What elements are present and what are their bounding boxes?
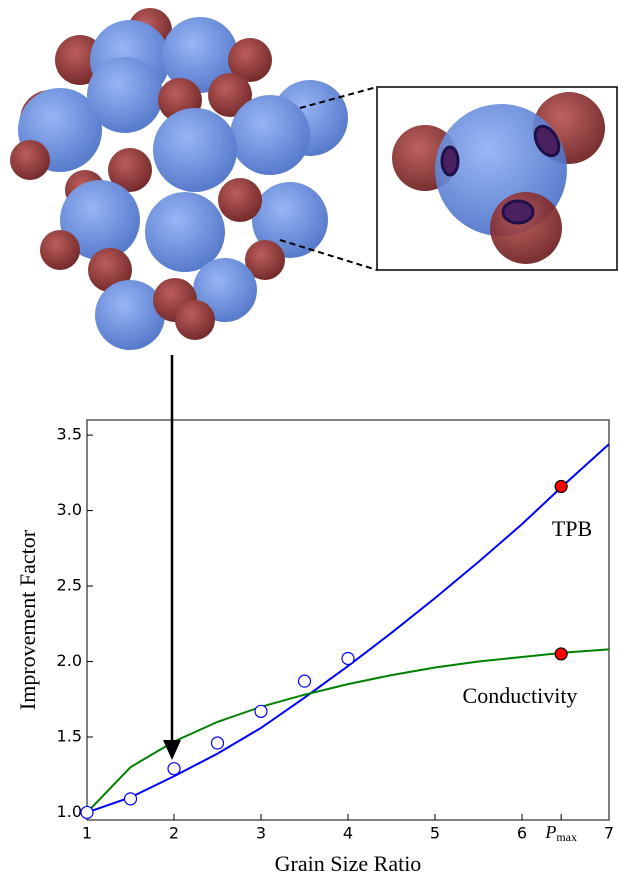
- data-point: [80, 805, 94, 820]
- series-label: TPB: [552, 516, 592, 541]
- series-line: [86, 443, 610, 814]
- y-tick-label: 3.5: [57, 425, 82, 444]
- plot: 1.0 1.5 2.0 2.5 3.0 3.5 1 2 3 4 5 6 Pmax 7 Grain Size …: [15, 419, 614, 876]
- particle-illustration: [10, 8, 348, 350]
- y-tick-label: 2.5: [57, 576, 82, 595]
- data-point: [554, 647, 568, 661]
- x-axis-label: Grain Size Ratio: [275, 851, 422, 876]
- x-tick-label: 6: [517, 824, 527, 843]
- x-tick-label: 7: [604, 824, 614, 843]
- x-tick-label: 3: [256, 824, 266, 843]
- y-axis-label: Improvement Factor: [15, 529, 40, 710]
- data-point: [254, 704, 268, 718]
- x-tick-label: 2: [169, 824, 179, 843]
- series-label: Conductivity: [463, 683, 578, 708]
- data-point: [554, 479, 568, 494]
- data-point: [341, 651, 355, 666]
- plot-frame: [86, 419, 610, 821]
- x-tick-label: 1: [82, 824, 92, 843]
- series-line: [86, 648, 610, 814]
- y-tick-label: 1.0: [57, 802, 82, 821]
- arrow: [163, 355, 181, 760]
- x-tick-label: 4: [343, 824, 353, 843]
- x-tick-label: Pmax: [544, 822, 577, 844]
- y-tick-label: 2.0: [57, 651, 82, 670]
- inset: [279, 86, 618, 271]
- data-point: [210, 736, 225, 750]
- x-tick-label: 5: [430, 824, 440, 843]
- data-point: [167, 762, 181, 776]
- y-tick-label: 1.5: [57, 726, 82, 745]
- data-point: [297, 674, 312, 688]
- data-point: [123, 792, 138, 806]
- y-tick-label: 3.0: [57, 500, 82, 519]
